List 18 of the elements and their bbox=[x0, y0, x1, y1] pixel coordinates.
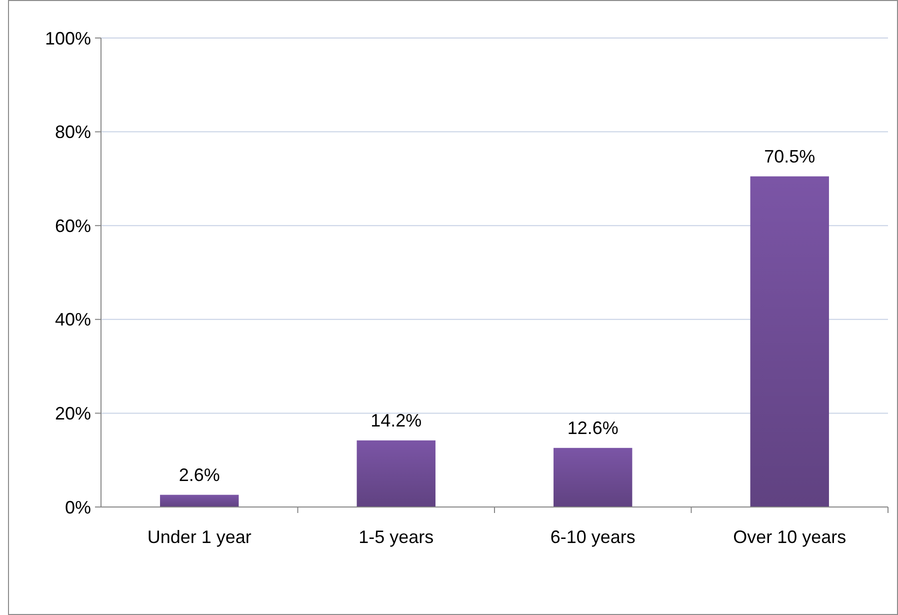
data-label: 70.5% bbox=[764, 146, 816, 166]
bar bbox=[554, 448, 632, 507]
x-tick-label: Under 1 year bbox=[147, 527, 252, 547]
x-tick-label: 6-10 years bbox=[550, 527, 636, 547]
data-label: 14.2% bbox=[370, 410, 422, 430]
y-tick-label: 40% bbox=[54, 310, 91, 330]
y-tick-label: 20% bbox=[54, 404, 91, 424]
data-label: 2.6% bbox=[178, 464, 220, 485]
y-tick-label: 60% bbox=[54, 216, 91, 236]
data-label: 12.6% bbox=[567, 418, 618, 438]
y-tick-label: 0% bbox=[64, 497, 91, 518]
y-tick-label: 100% bbox=[44, 28, 91, 48]
bar bbox=[160, 494, 239, 507]
bar bbox=[356, 440, 436, 507]
x-tick-label: 1-5 years bbox=[358, 527, 434, 547]
bar bbox=[750, 176, 829, 507]
y-tick-label: 80% bbox=[54, 122, 91, 142]
x-tick-label: Over 10 years bbox=[733, 527, 846, 547]
